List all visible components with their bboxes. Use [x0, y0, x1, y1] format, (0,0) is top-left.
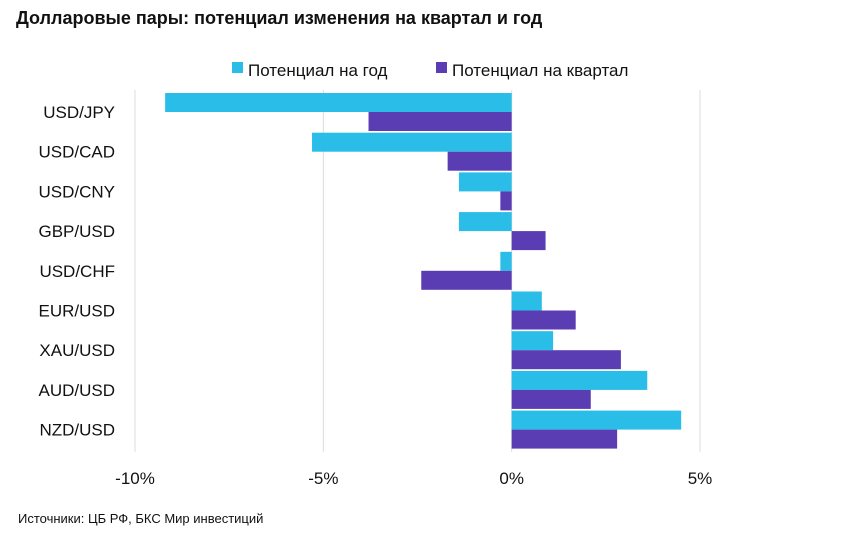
- legend-swatch-quarter: [436, 62, 447, 73]
- x-tick-label: 0%: [499, 469, 524, 488]
- category-label: XAU/USD: [39, 341, 115, 360]
- bar-year-usd-cny: [458, 172, 512, 192]
- category-label: USD/CHF: [39, 262, 115, 281]
- bar-quarter-xau-usd: [511, 350, 621, 370]
- x-tick-label: -5%: [308, 469, 338, 488]
- bar-quarter-aud-usd: [511, 389, 591, 409]
- bar-year-gbp-usd: [458, 212, 512, 232]
- category-label: USD/CNY: [38, 182, 115, 201]
- bar-year-aud-usd: [511, 370, 648, 390]
- bar-year-usd-jpy: [165, 93, 512, 112]
- source-note: Источники: ЦБ РФ, БКС Мир инвестиций: [18, 511, 264, 526]
- category-label: NZD/USD: [39, 421, 115, 440]
- bar-quarter-eur-usd: [511, 310, 576, 330]
- bars: [165, 93, 682, 449]
- category-label: AUD/USD: [38, 381, 115, 400]
- bar-quarter-usd-cad: [447, 151, 512, 171]
- category-label: USD/CAD: [38, 143, 115, 162]
- bar-year-usd-cad: [312, 132, 512, 152]
- category-label: GBP/USD: [38, 222, 115, 241]
- bar-quarter-usd-jpy: [368, 112, 512, 131]
- bar-year-xau-usd: [511, 331, 554, 351]
- bar-quarter-nzd-usd: [511, 429, 618, 449]
- x-tick-labels: -10% -5% 0% 5%: [115, 469, 712, 488]
- category-labels: USD/JPY USD/CAD USD/CNY GBP/USD USD/CHF EUR/U…: [38, 103, 115, 440]
- legend-label-quarter: Потенциал на квартал: [452, 61, 628, 80]
- legend-label-year: Потенциал на год: [248, 61, 388, 80]
- legend: Потенциал на год Потенциал на квартал: [232, 61, 628, 80]
- category-label: USD/JPY: [43, 103, 115, 122]
- category-label: EUR/USD: [38, 302, 115, 321]
- x-tick-label: -10%: [115, 469, 155, 488]
- legend-swatch-year: [232, 62, 243, 73]
- x-tick-label: 5%: [688, 469, 713, 488]
- bar-year-usd-chf: [500, 251, 512, 271]
- bar-quarter-usd-cny: [500, 191, 512, 211]
- bar-quarter-usd-chf: [421, 270, 512, 290]
- bar-year-nzd-usd: [511, 410, 682, 430]
- chart-title: Долларовые пары: потенциал изменения на …: [16, 8, 543, 28]
- bar-quarter-gbp-usd: [511, 231, 546, 251]
- bar-year-eur-usd: [511, 291, 542, 311]
